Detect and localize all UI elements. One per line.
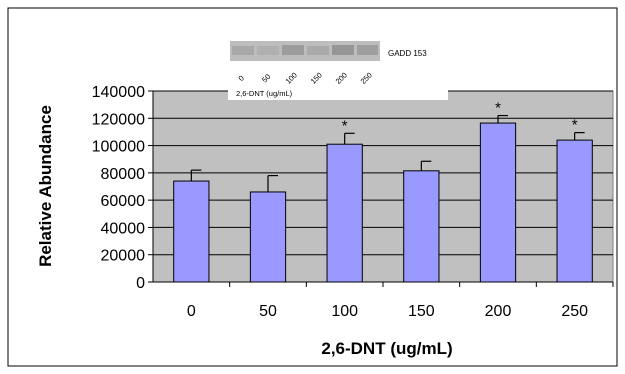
blot-band-lane-6: [357, 45, 378, 55]
error-bars: [190, 114, 585, 192]
x-tick-label: 50: [259, 303, 277, 320]
blot-inset: GADD 153 0 50 100 150 200 250 2,6-DNT (ug/mL): [228, 38, 448, 100]
y-tick-label: 0: [136, 275, 145, 292]
blot-band-lane-5: [332, 45, 354, 55]
x-tick-label: 250: [561, 303, 588, 320]
y-tick-label: 140000: [92, 84, 145, 101]
x-tick-label: 150: [408, 303, 435, 320]
y-tick-label: 60000: [101, 193, 146, 210]
y-tick-labels: 0 20000 40000 60000 80000 100000 120000 140000: [92, 84, 145, 292]
axes: [148, 90, 614, 287]
significance-asterisk: *: [495, 100, 501, 117]
x-tick-label: 200: [485, 303, 512, 320]
y-tick-label: 20000: [101, 248, 146, 265]
y-tick-label: 40000: [101, 220, 146, 237]
blot-band-lane-3: [282, 45, 304, 55]
bar: [326, 143, 363, 283]
bar: [173, 180, 210, 283]
x-axis-label: 2,6-DNT (ug/mL): [321, 339, 452, 358]
bar: [479, 122, 517, 283]
blot-band-label: GADD 153: [388, 49, 427, 58]
blot-lane-label: 0: [237, 74, 246, 83]
y-tick-label: 120000: [92, 111, 145, 128]
gridlines: [153, 90, 613, 256]
blot-band-lane-2: [257, 46, 279, 55]
plot-area: [152, 90, 614, 283]
y-axis-label: Relative Abundance: [36, 105, 55, 267]
y-tick-label: 80000: [101, 166, 146, 183]
bars: [173, 122, 593, 283]
blot-axis-label: 2,6-DNT (ug/mL): [236, 89, 293, 98]
blot-band-lane-1: [232, 46, 254, 55]
significance-asterisk: *: [342, 117, 348, 134]
bar: [556, 139, 593, 283]
x-tick-label: 100: [331, 303, 358, 320]
x-tick-labels: 0 50 100 150 200 250: [187, 303, 588, 320]
bar: [249, 191, 287, 283]
blot-band-lane-4: [307, 46, 329, 55]
y-tick-label: 100000: [92, 139, 145, 156]
x-tick-label: 0: [187, 303, 196, 320]
significance-asterisk: *: [572, 117, 578, 134]
significance-markers: * * *: [342, 100, 578, 135]
bar: [403, 170, 440, 283]
blot-lane-labels: 0 50 100 150 200 250: [237, 71, 374, 86]
